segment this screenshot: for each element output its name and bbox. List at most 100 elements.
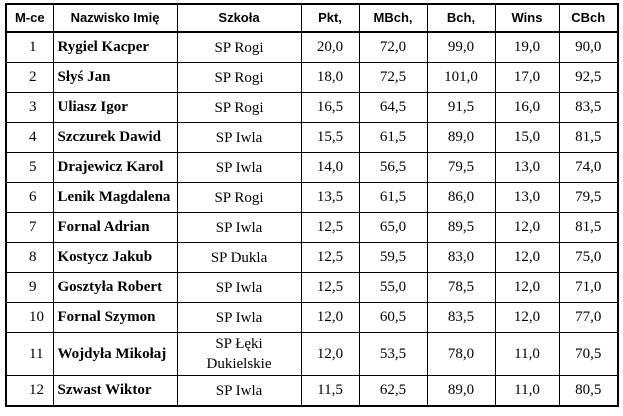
points-cell: 13,5: [300, 182, 360, 213]
wins-cell: 17,0: [494, 62, 560, 93]
school-cell: SP Iwla: [176, 272, 302, 303]
mbch-cell: 61,5: [358, 182, 428, 213]
mbch-cell: 59,5: [358, 242, 428, 273]
name-cell: Rygiel Kacper: [52, 31, 178, 63]
school-line: Dukielskie: [206, 356, 272, 372]
wins-cell: 11,0: [494, 332, 560, 376]
cbch-cell: 83,5: [558, 92, 619, 123]
school-cell: SP Iwla: [176, 152, 302, 183]
table-row: 8 Kostycz Jakub SP Dukla 12,5 59,5 83,0 …: [5, 242, 619, 273]
points-cell: 12,5: [300, 272, 360, 303]
name-cell: Drajewicz Karol: [52, 152, 178, 183]
mbch-cell: 55,0: [358, 272, 428, 303]
school-cell: SP Rogi: [176, 92, 302, 123]
header-points: Pkt,: [300, 3, 360, 33]
points-cell: 15,5: [300, 122, 360, 153]
name-cell: Szczurek Dawid: [52, 122, 178, 153]
bch-cell: 78,0: [426, 332, 496, 376]
cbch-cell: 80,5: [558, 375, 619, 407]
mbch-cell: 65,0: [358, 212, 428, 243]
header-mbch: MBch,: [358, 3, 428, 33]
header-school: Szkoła: [176, 3, 302, 33]
wins-cell: 15,0: [494, 122, 560, 153]
bch-cell: 91,5: [426, 92, 496, 123]
mbch-cell: 61,5: [358, 122, 428, 153]
bch-cell: 89,0: [426, 375, 496, 407]
wins-cell: 19,0: [494, 31, 560, 63]
mbch-cell: 56,5: [358, 152, 428, 183]
school-cell: SP Rogi: [176, 182, 302, 213]
bch-cell: 101,0: [426, 62, 496, 93]
mbch-cell: 53,5: [358, 332, 428, 376]
school-cell: SP Iwla: [176, 212, 302, 243]
school-cell: SP Iwla: [176, 122, 302, 153]
table-row: 10 Fornal Szymon SP Iwla 12,0 60,5 83,5 …: [5, 302, 619, 333]
name-cell: Szwast Wiktor: [52, 375, 178, 407]
place-cell: 1: [5, 31, 54, 63]
name-cell: Wojdyła Mikołaj: [52, 332, 178, 376]
cbch-cell: 81,5: [558, 212, 619, 243]
bch-cell: 83,5: [426, 302, 496, 333]
wins-cell: 12,0: [494, 272, 560, 303]
bch-cell: 83,0: [426, 242, 496, 273]
place-cell: 5: [5, 152, 54, 183]
header-name: Nazwisko Imię: [52, 3, 178, 33]
points-cell: 12,5: [300, 212, 360, 243]
name-cell: Słyś Jan: [52, 62, 178, 93]
table-row: 3 Uliasz Igor SP Rogi 16,5 64,5 91,5 16,…: [5, 92, 619, 123]
place-cell: 11: [5, 332, 54, 376]
table-row: 6 Lenik Magdalena SP Rogi 13,5 61,5 86,0…: [5, 182, 619, 213]
school-cell: SP Iwla: [176, 302, 302, 333]
table-row: 4 Szczurek Dawid SP Iwla 15,5 61,5 89,0 …: [5, 122, 619, 153]
place-cell: 4: [5, 122, 54, 153]
points-cell: 11,5: [300, 375, 360, 407]
cbch-cell: 79,5: [558, 182, 619, 213]
bch-cell: 86,0: [426, 182, 496, 213]
place-cell: 3: [5, 92, 54, 123]
school-line: SP Łęki: [215, 336, 263, 352]
wins-cell: 13,0: [494, 182, 560, 213]
bch-cell: 99,0: [426, 31, 496, 63]
place-cell: 8: [5, 242, 54, 273]
school-cell: SP Rogi: [176, 62, 302, 93]
bch-cell: 89,5: [426, 212, 496, 243]
points-cell: 14,0: [300, 152, 360, 183]
header-bch: Bch,: [426, 3, 496, 33]
school-cell: SP Iwla: [176, 375, 302, 407]
wins-cell: 12,0: [494, 302, 560, 333]
name-cell: Kostycz Jakub: [52, 242, 178, 273]
cbch-cell: 77,0: [558, 302, 619, 333]
points-cell: 20,0: [300, 31, 360, 63]
table-row: 12 Szwast Wiktor SP Iwla 11,5 62,5 89,0 …: [5, 375, 619, 407]
table-row: 7 Fornal Adrian SP Iwla 12,5 65,0 89,5 1…: [5, 212, 619, 243]
school-cell: SP Dukla: [176, 242, 302, 273]
header-wins: Wins: [494, 3, 560, 33]
points-cell: 12,5: [300, 242, 360, 273]
table-row: 1 Rygiel Kacper SP Rogi 20,0 72,0 99,0 1…: [5, 31, 619, 63]
mbch-cell: 72,0: [358, 31, 428, 63]
mbch-cell: 60,5: [358, 302, 428, 333]
table-row: 11 Wojdyła Mikołaj SP Łęki Dukielskie 12…: [5, 332, 619, 376]
cbch-cell: 70,5: [558, 332, 619, 376]
name-cell: Lenik Magdalena: [52, 182, 178, 213]
points-cell: 12,0: [300, 302, 360, 333]
place-cell: 6: [5, 182, 54, 213]
wins-cell: 13,0: [494, 152, 560, 183]
header-row: M-ce Nazwisko Imię Szkoła Pkt, MBch, Bch…: [5, 3, 619, 33]
name-cell: Uliasz Igor: [52, 92, 178, 123]
cbch-cell: 81,5: [558, 122, 619, 153]
points-cell: 16,5: [300, 92, 360, 123]
header-place: M-ce: [5, 3, 54, 33]
header-cbch: CBch: [558, 3, 619, 33]
place-cell: 10: [5, 302, 54, 333]
table-row: 5 Drajewicz Karol SP Iwla 14,0 56,5 79,5…: [5, 152, 619, 183]
wins-cell: 12,0: [494, 212, 560, 243]
cbch-cell: 90,0: [558, 31, 619, 63]
place-cell: 9: [5, 272, 54, 303]
cbch-cell: 75,0: [558, 242, 619, 273]
bch-cell: 78,5: [426, 272, 496, 303]
name-cell: Gosztyła Robert: [52, 272, 178, 303]
cbch-cell: 92,5: [558, 62, 619, 93]
name-cell: Fornal Szymon: [52, 302, 178, 333]
name-cell: Fornal Adrian: [52, 212, 178, 243]
